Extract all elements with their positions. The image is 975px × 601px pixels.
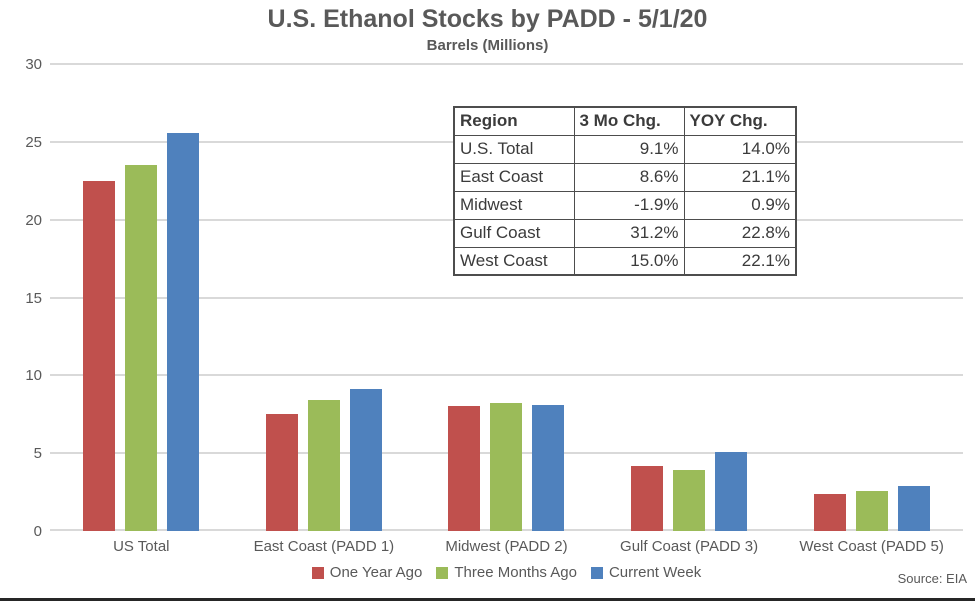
bar-three-months-ago-midwest-padd-2- [490, 403, 523, 531]
y-tick-label-10: 10 [25, 367, 42, 385]
legend-marker-current-week [590, 566, 603, 579]
bar-three-months-ago-west-coast-padd-5- [855, 490, 888, 531]
legend-label-one-year-ago: One Year Ago [329, 564, 423, 581]
bar-one-year-ago-gulf-coast-padd-3- [631, 465, 664, 531]
y-tick-label-25: 25 [25, 133, 42, 151]
x-label-us-total: US Total [113, 538, 170, 555]
bar-one-year-ago-east-coast-padd-1- [265, 414, 298, 531]
legend-item-current-week: Current Week [590, 564, 702, 581]
y-tick-label-20: 20 [25, 211, 42, 229]
bar-group-us-total [50, 64, 233, 531]
bar-three-months-ago-gulf-coast-padd-3- [673, 470, 706, 531]
chart-legend: One Year Ago Three Months Ago Current Week [50, 564, 963, 581]
stats-value-cell: 9.1% [573, 134, 685, 164]
stats-region-cell: Midwest [453, 190, 575, 220]
y-tick-label-15: 15 [25, 289, 42, 307]
stats-value-cell: -1.9% [573, 190, 685, 220]
plot-area [50, 63, 963, 531]
legend-label-current-week: Current Week [608, 564, 702, 581]
stats-table-body: U.S. Total 9.1% 14.0% East Coast 8.6% 21.1% Mi… [453, 134, 797, 276]
source-label: Source: EIA [897, 571, 967, 586]
legend-item-one-year-ago: One Year Ago [311, 564, 423, 581]
legend-marker-one-year-ago [311, 566, 324, 579]
y-axis: 0 5 10 15 20 25 30 [0, 56, 42, 540]
stats-region-cell: East Coast [453, 162, 575, 192]
x-axis: US Total East Coast (PADD 1) Midwest (PADD… [50, 538, 963, 555]
stats-region-cell: West Coast [453, 246, 575, 276]
stats-row-gulf-coast: Gulf Coast 31.2% 22.8% [453, 218, 797, 248]
stats-row-west-coast: West Coast 15.0% 22.1% [453, 246, 797, 276]
stats-value-cell: 22.8% [683, 218, 797, 248]
y-tick-label-30: 30 [25, 56, 42, 73]
x-label-midwest-padd-2-: Midwest (PADD 2) [445, 538, 568, 555]
bar-three-months-ago-us-total [125, 165, 158, 531]
stats-header-region: Region [453, 106, 575, 136]
stats-value-cell: 0.9% [683, 190, 797, 220]
stats-table-header: Region 3 Mo Chg. YOY Chg. [453, 106, 797, 136]
bar-current-week-us-total [167, 132, 200, 531]
bar-group-midwest-padd-2- [415, 64, 598, 531]
bar-group-west-coast-padd-5- [780, 64, 963, 531]
stats-value-cell: 15.0% [573, 246, 685, 276]
y-tick-label-5: 5 [33, 445, 42, 463]
stats-table: Region 3 Mo Chg. YOY Chg. U.S. Total 9.1% 14… [453, 106, 797, 276]
stats-value-cell: 8.6% [573, 162, 685, 192]
legend-item-three-months-ago: Three Months Ago [436, 564, 577, 581]
stats-row-east-coast: East Coast 8.6% 21.1% [453, 162, 797, 192]
stats-value-cell: 22.1% [683, 246, 797, 276]
x-label-gulf-coast-padd-3-: Gulf Coast (PADD 3) [620, 538, 759, 555]
stats-value-cell: 31.2% [573, 218, 685, 248]
stats-value-cell: 14.0% [683, 134, 797, 164]
bar-current-week-west-coast-padd-5- [897, 485, 930, 531]
gridline-30 [50, 63, 963, 65]
bar-three-months-ago-east-coast-padd-1- [307, 400, 340, 531]
gridline-15 [50, 296, 963, 299]
stats-value-cell: 21.1% [683, 162, 797, 192]
bottom-border-line [0, 598, 975, 601]
bar-current-week-midwest-padd-2- [532, 404, 565, 531]
bar-group-east-coast-padd-1- [233, 64, 416, 531]
legend-label-three-months-ago: Three Months Ago [454, 564, 577, 581]
legend-marker-three-months-ago [436, 566, 449, 579]
stats-row-u-s-total: U.S. Total 9.1% 14.0% [453, 134, 797, 164]
stats-region-cell: Gulf Coast [453, 218, 575, 248]
bar-one-year-ago-us-total [83, 180, 116, 531]
bar-one-year-ago-west-coast-padd-5- [813, 493, 846, 531]
y-tick-label-0: 0 [33, 523, 42, 540]
bar-current-week-gulf-coast-padd-3- [715, 451, 748, 531]
gridline-10 [50, 374, 963, 377]
stats-header-yoy-chg-: YOY Chg. [683, 106, 797, 136]
bar-current-week-east-coast-padd-1- [349, 389, 382, 531]
stats-header-3-mo-chg-: 3 Mo Chg. [573, 106, 685, 136]
bar-group-gulf-coast-padd-3- [598, 64, 781, 531]
stats-region-cell: U.S. Total [453, 134, 575, 164]
stats-row-midwest: Midwest -1.9% 0.9% [453, 190, 797, 220]
chart-title: U.S. Ethanol Stocks by PADD - 5/1/20 [267, 5, 708, 33]
bar-one-year-ago-midwest-padd-2- [448, 406, 481, 531]
chart-subtitle: Barrels (Millions) [426, 37, 549, 54]
x-label-east-coast-padd-1-: East Coast (PADD 1) [253, 538, 395, 555]
x-label-west-coast-padd-5-: West Coast (PADD 5) [799, 538, 944, 555]
